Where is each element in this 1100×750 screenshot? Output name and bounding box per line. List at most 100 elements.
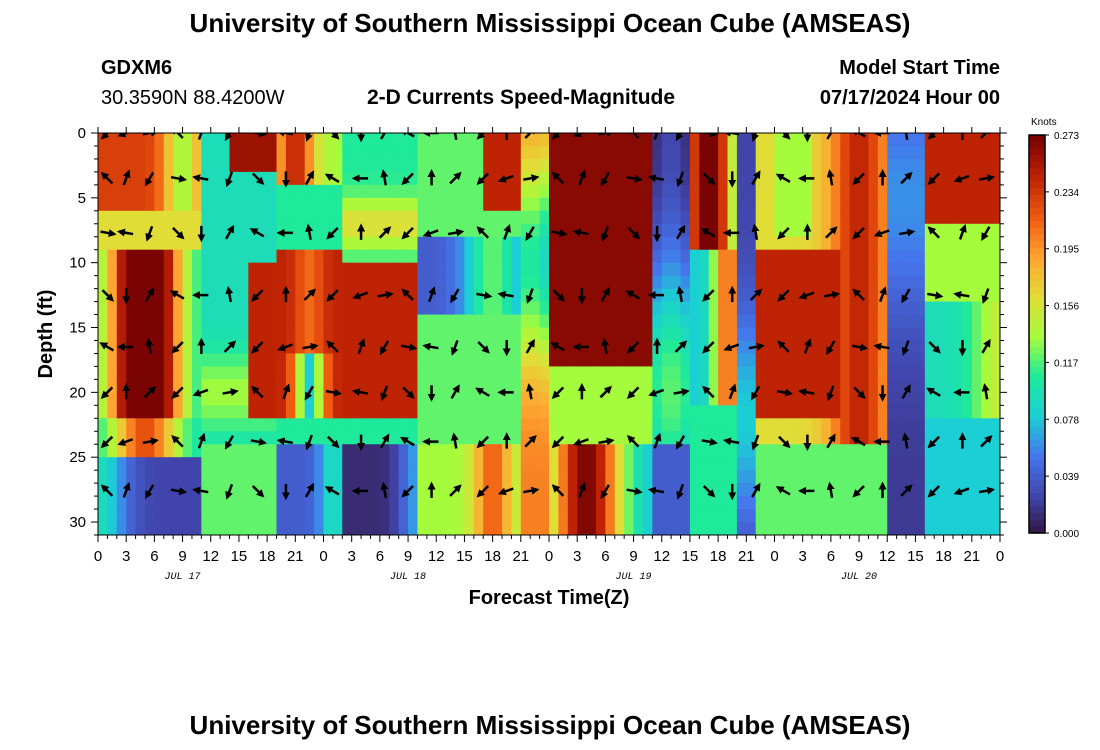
heat-cell — [877, 145, 888, 160]
heat-cell — [661, 366, 672, 380]
heat-cell — [736, 262, 747, 277]
heat-cell — [595, 210, 606, 225]
current-arrow — [224, 133, 233, 142]
heat-cell — [210, 470, 221, 484]
heat-cell — [314, 327, 325, 342]
heat-cell — [774, 444, 785, 458]
heat-cell — [586, 249, 597, 264]
heat-cell — [126, 184, 137, 199]
heat-cell — [558, 314, 569, 329]
heat-cell — [511, 431, 522, 445]
heat-cell — [361, 288, 372, 303]
colorbar-swatch — [1029, 433, 1045, 441]
heat-cell — [859, 405, 870, 419]
heat-cell — [671, 353, 682, 368]
heat-cell — [379, 158, 390, 173]
heat-cell — [295, 184, 306, 199]
current-arrow — [676, 483, 685, 500]
heat-cell — [539, 392, 550, 406]
heat-cell — [868, 379, 879, 393]
heat-cell — [483, 327, 494, 342]
heat-cell — [351, 496, 362, 510]
heat-cell — [689, 483, 700, 497]
heat-cell — [520, 275, 531, 290]
heat-cell — [943, 249, 954, 264]
heat-cell — [549, 223, 559, 238]
heat-cell — [877, 275, 888, 290]
heat-cell — [840, 249, 851, 264]
heat-cell — [154, 314, 165, 329]
heat-cell — [539, 288, 550, 303]
heat-cell — [680, 314, 691, 329]
heat-cell — [586, 275, 597, 290]
heat-cell — [173, 275, 184, 290]
heat-cell — [370, 275, 381, 290]
heat-cell — [887, 197, 898, 212]
colorbar-swatch — [1029, 207, 1045, 216]
heat-cell — [473, 327, 484, 342]
heat-cell — [417, 392, 428, 406]
heat-cell — [577, 522, 588, 535]
current-arrow — [723, 343, 740, 352]
heat-cell — [633, 288, 644, 303]
heat-cell — [323, 522, 334, 535]
heat-cell — [830, 236, 841, 251]
heat-cell — [671, 249, 682, 264]
heat-cell — [887, 210, 898, 225]
current-arrow — [447, 228, 465, 237]
heat-cell — [849, 262, 860, 277]
heat-cell — [934, 509, 945, 523]
heat-cell — [934, 275, 945, 290]
heat-cell — [877, 509, 888, 523]
heat-cell — [445, 327, 456, 342]
heat-cell — [821, 353, 832, 368]
heat-cell — [868, 392, 879, 406]
heat-cell — [473, 405, 484, 419]
heat-cell — [840, 184, 851, 199]
heat-cell — [774, 145, 785, 160]
heat-cell — [201, 496, 212, 510]
heat-cell — [539, 483, 550, 497]
heat-cell — [812, 171, 823, 186]
current-arrow — [782, 133, 791, 140]
colorbar-tick-label: 0.273 — [1054, 131, 1079, 142]
heat-cell — [248, 327, 259, 342]
heat-cell — [530, 509, 541, 523]
heat-cell — [285, 522, 296, 535]
heat-cell — [605, 522, 616, 535]
heat-cell — [191, 145, 202, 160]
heat-cell — [408, 314, 419, 329]
heat-cell — [971, 249, 982, 264]
heat-cell — [755, 392, 766, 406]
heat-cell — [323, 249, 334, 264]
heat-cell — [736, 509, 747, 523]
heat-cell — [595, 133, 606, 147]
heat-cell — [511, 314, 522, 329]
heat-cell — [755, 353, 766, 368]
heat-cell — [981, 236, 992, 251]
heat-cell — [783, 379, 794, 393]
heat-cell — [135, 314, 146, 329]
heat-cell — [520, 262, 531, 277]
heat-cell — [530, 301, 541, 316]
heat-cell — [642, 379, 653, 393]
heat-cell — [238, 171, 249, 186]
heat-cell — [323, 223, 334, 238]
current-arrow — [101, 289, 115, 302]
heat-cell — [887, 327, 898, 342]
heat-cell — [981, 366, 992, 380]
heat-cell — [755, 405, 766, 419]
heat-cell — [774, 158, 785, 173]
heat-cell — [586, 366, 597, 380]
heat-cell — [530, 288, 541, 303]
heat-cell — [924, 366, 935, 380]
current-arrow — [450, 432, 459, 449]
heat-cell — [445, 379, 456, 393]
heat-cell — [220, 509, 231, 523]
heat-cell — [229, 379, 240, 393]
heat-cell — [182, 431, 193, 445]
heat-cell — [126, 366, 137, 380]
current-arrow — [823, 290, 841, 299]
heat-cell — [436, 457, 447, 471]
heat-cell — [830, 379, 841, 393]
